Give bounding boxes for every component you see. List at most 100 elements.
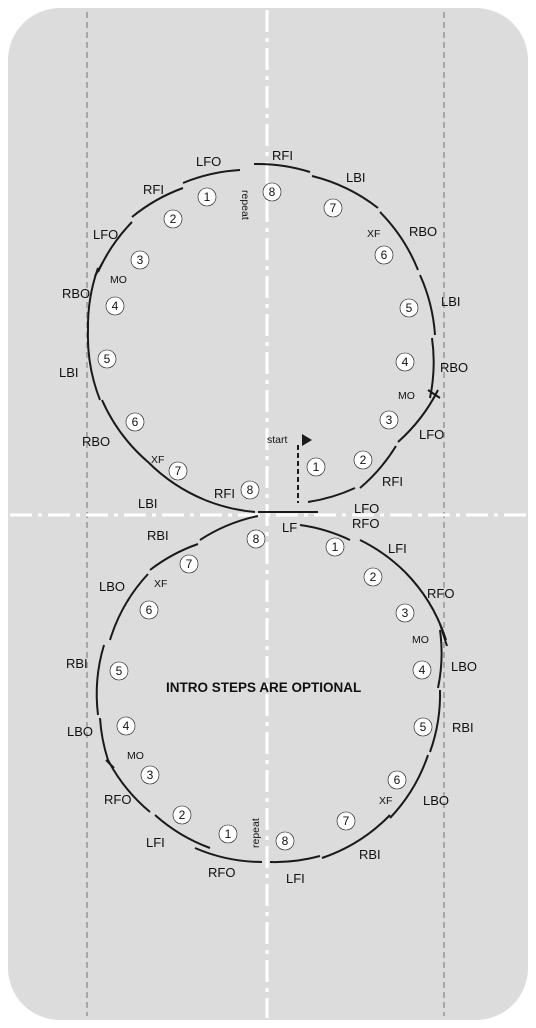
step-marker: 1 (197, 187, 217, 207)
edge-label: LBO (67, 724, 93, 739)
step-marker: 3 (379, 410, 399, 430)
step-number: 7 (343, 814, 350, 828)
top-edge-labels: LFO RFI LBI RBO LBI RBO LFO RFI LFO RFI … (59, 148, 468, 516)
repeat-label-top: repeat (239, 190, 251, 220)
step-number: 1 (225, 827, 232, 841)
bottom-edge-labels: RBI LBO RBI LBO RFO LFI RFO LFI RBI LBO … (66, 516, 477, 886)
step-marker: 6 (139, 600, 159, 620)
step-number: 8 (247, 483, 254, 497)
mark-label: MO (127, 750, 144, 762)
edge-label: RFI (272, 148, 293, 163)
step-marker: 7 (179, 554, 199, 574)
edge-label: LBI (441, 294, 461, 309)
edge-label: RBI (359, 847, 381, 862)
step-number: 5 (420, 720, 427, 734)
step-marker: 3 (140, 765, 160, 785)
bottom-step-numbers: 8 7 6 5 4 3 2 1 8 7 6 5 4 3 2 1 (109, 529, 433, 851)
edge-label: LFI (388, 541, 407, 556)
edge-label: RBO (409, 224, 437, 239)
edge-label: RBI (66, 656, 88, 671)
edge-label: LFI (146, 835, 165, 850)
step-number: 6 (381, 248, 388, 262)
step-marker: 4 (116, 716, 136, 736)
step-marker: 2 (353, 450, 373, 470)
step-marker: 6 (374, 245, 394, 265)
edge-label: LFO (93, 227, 118, 242)
step-number: 2 (360, 453, 367, 467)
top-circle-tracing (86, 162, 441, 513)
step-marker: 8 (275, 831, 295, 851)
step-number: 8 (253, 532, 260, 546)
step-marker: 1 (306, 457, 326, 477)
step-number: 2 (370, 570, 377, 584)
edge-label: LBI (138, 496, 158, 511)
step-marker: 6 (387, 770, 407, 790)
step-number: 4 (402, 355, 409, 369)
start-label: start (267, 434, 288, 446)
intro-note: INTRO STEPS ARE OPTIONAL (166, 680, 361, 695)
edge-label: RFO (104, 792, 131, 807)
edge-label: RBI (452, 720, 474, 735)
step-number: 3 (137, 253, 144, 267)
step-marker: 6 (125, 412, 145, 432)
mark-label: XF (379, 795, 392, 807)
edge-label: LFO (354, 501, 379, 516)
step-marker: 5 (97, 349, 117, 369)
step-number: 1 (332, 540, 339, 554)
repeat-label-bottom: repeat (250, 818, 262, 848)
edge-label: LFO (196, 154, 221, 169)
mark-label: XF (154, 578, 167, 590)
edge-label: RBO (82, 434, 110, 449)
mark-label: MO (412, 634, 429, 646)
step-marker: 5 (109, 661, 129, 681)
step-marker: 7 (336, 811, 356, 831)
bottom-circle-tracing (95, 515, 448, 864)
step-marker: 3 (395, 603, 415, 623)
step-number: 7 (186, 557, 193, 571)
edge-label: RFI (382, 474, 403, 489)
step-number: 2 (179, 808, 186, 822)
step-marker: 8 (262, 182, 282, 202)
step-marker: 4 (395, 352, 415, 372)
step-number: 3 (402, 606, 409, 620)
step-number: 5 (104, 352, 111, 366)
edge-label: RBO (62, 286, 90, 301)
step-number: 6 (394, 773, 401, 787)
edge-label: RFI (214, 486, 235, 501)
step-number: 8 (269, 185, 276, 199)
edge-label: RBO (440, 360, 468, 375)
mark-label: XF (367, 228, 380, 240)
step-marker: 2 (172, 805, 192, 825)
step-marker: 5 (413, 717, 433, 737)
edge-label: LFI (286, 871, 305, 886)
step-number: 1 (313, 460, 320, 474)
mark-label: MO (398, 390, 415, 402)
step-number: 5 (406, 301, 413, 315)
step-marker: 7 (323, 198, 343, 218)
top-step-numbers: 1 2 3 4 5 6 7 8 8 7 6 5 4 3 2 1 (97, 182, 419, 500)
edge-label: LBI (59, 365, 79, 380)
step-number: 6 (132, 415, 139, 429)
step-number: 3 (386, 413, 393, 427)
edge-label: RFO (427, 586, 454, 601)
edge-label: RFO (352, 516, 379, 531)
mark-label: XF (151, 454, 164, 466)
step-number: 7 (330, 201, 337, 215)
step-marker: 4 (105, 296, 125, 316)
step-number: 2 (170, 212, 177, 226)
step-number: 6 (146, 603, 153, 617)
step-marker: 5 (399, 298, 419, 318)
edge-label: RBI (147, 528, 169, 543)
step-marker: 8 (246, 529, 266, 549)
step-number: 4 (419, 663, 426, 677)
step-number: 4 (112, 299, 119, 313)
step-number: 3 (147, 768, 154, 782)
step-number: 1 (204, 190, 211, 204)
step-marker: 1 (218, 824, 238, 844)
step-number: 8 (282, 834, 289, 848)
step-marker: 3 (130, 250, 150, 270)
step-marker: 8 (240, 480, 260, 500)
edge-label: RFI (143, 182, 164, 197)
step-marker: 1 (325, 537, 345, 557)
